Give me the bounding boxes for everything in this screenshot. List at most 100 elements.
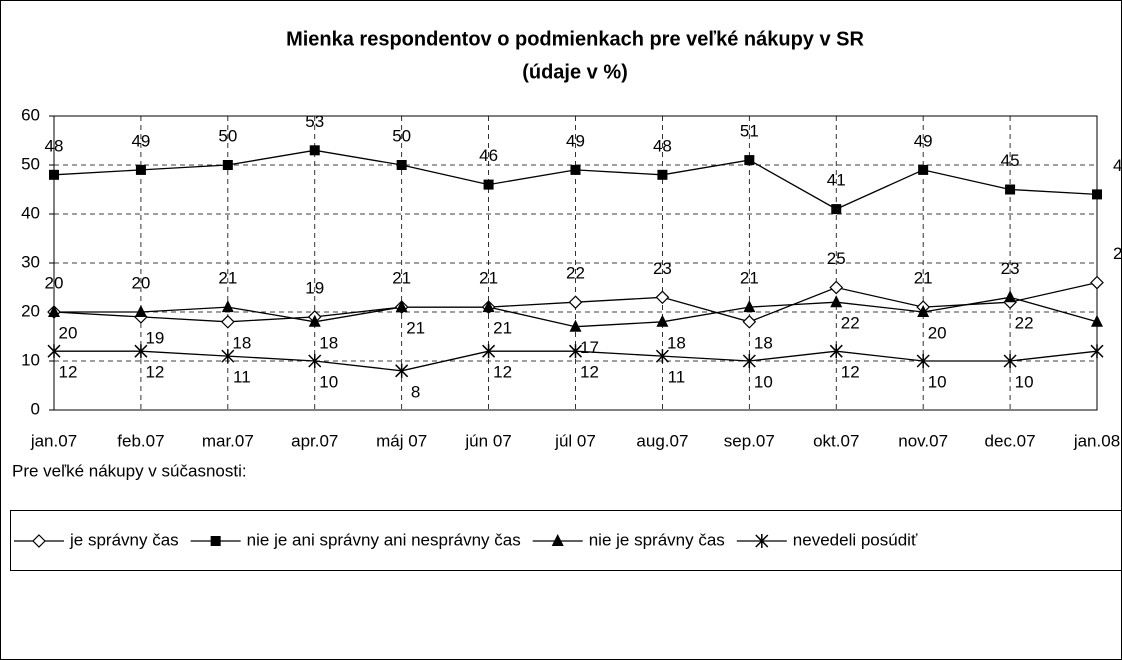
legend-label: nie je správny čas [589,530,725,549]
data-label: 18 [319,333,338,352]
data-label: 20 [928,323,947,342]
data-label: 41 [827,171,846,190]
data-label: 19 [145,328,164,347]
y-tick-label: 30 [21,252,40,271]
data-label: 22 [1015,314,1034,333]
data-label: 17 [580,338,599,357]
marker [570,164,581,175]
marker [134,305,147,317]
marker [569,319,582,332]
data-label: 46 [479,146,498,165]
data-label: 50 [218,126,237,145]
marker [1090,344,1104,359]
data-label: 53 [305,112,324,131]
marker [568,295,583,310]
legend-label: je správny čas [69,530,179,549]
y-tick-label: 40 [21,203,40,222]
marker [742,314,757,329]
x-tick-label: aug.07 [636,431,688,450]
data-label: 50 [392,126,411,145]
marker [396,160,407,170]
data-label: 10 [319,372,338,391]
data-label: 12 [59,363,78,382]
data-label: 48 [45,136,64,155]
x-tick-label: okt.07 [813,431,859,450]
data-label: 49 [914,131,933,150]
marker [755,534,769,548]
data-label: 20 [59,323,78,342]
note: Pre veľké nákupy v súčasnosti: [12,461,247,480]
marker [918,164,929,175]
y-tick-label: 60 [21,105,40,124]
y-tick-label: 20 [21,301,40,320]
marker [829,280,844,295]
legend-label: nie je ani správny ani nesprávny čas [247,530,521,549]
data-label: 21 [218,269,237,288]
x-tick-label: júl 07 [554,431,596,450]
marker [32,534,46,548]
data-label: 21 [479,269,498,288]
marker [48,305,60,317]
marker [221,349,235,364]
x-tick-label: nov.07 [898,431,948,450]
x-tick-label: sep.07 [724,431,775,450]
marker [830,295,843,308]
x-tick-label: máj 07 [376,431,427,450]
marker [1005,184,1016,195]
data-label: 25 [827,249,846,268]
marker [1003,354,1017,368]
legend-box [10,510,1122,571]
data-label: 12 [580,363,599,382]
chart-title: Mienka respondentov o podmienkach pre ve… [286,28,864,50]
data-label: 26 [1113,244,1122,263]
marker [551,534,564,546]
marker [655,349,669,364]
x-tick-label: dec.07 [985,431,1036,450]
marker [829,344,843,359]
y-tick-label: 50 [21,154,40,173]
data-label: 18 [232,333,251,352]
marker [220,314,235,329]
data-label: 21 [740,269,759,288]
marker [742,354,756,368]
x-tick-label: apr.07 [291,431,338,450]
marker [210,536,221,546]
data-label: 51 [740,122,759,141]
data-label: 22 [566,264,585,283]
data-label: 45 [1001,151,1020,170]
marker [49,169,59,180]
marker [917,305,930,317]
marker [135,164,146,175]
data-label: 21 [406,319,425,338]
data-label: 18 [754,333,773,352]
x-tick-label: jún 07 [464,431,511,450]
marker [743,300,756,313]
data-label: 21 [914,269,933,288]
marker [482,344,496,359]
legend-label: nevedeli posúdiť [793,530,918,549]
data-label: 11 [233,368,251,387]
marker [744,155,755,166]
marker [222,160,233,170]
data-label: 49 [131,131,150,150]
x-tick-label: jan.07 [30,431,77,450]
marker [483,179,494,190]
x-tick-label: jan.08 [1073,431,1120,450]
marker [568,344,583,359]
marker [655,290,670,305]
marker [395,300,408,313]
data-label: 21 [493,319,512,338]
marker [395,363,409,378]
data-label: 20 [45,273,64,292]
data-label: 19 [305,278,324,297]
y-tick-label: 10 [21,350,40,369]
data-label: 8 [411,382,420,401]
marker [309,145,320,156]
data-label: 23 [653,259,672,278]
data-label: 12 [841,363,860,382]
marker [221,300,234,313]
plot-border [53,115,1098,411]
data-label: 12 [145,363,164,382]
